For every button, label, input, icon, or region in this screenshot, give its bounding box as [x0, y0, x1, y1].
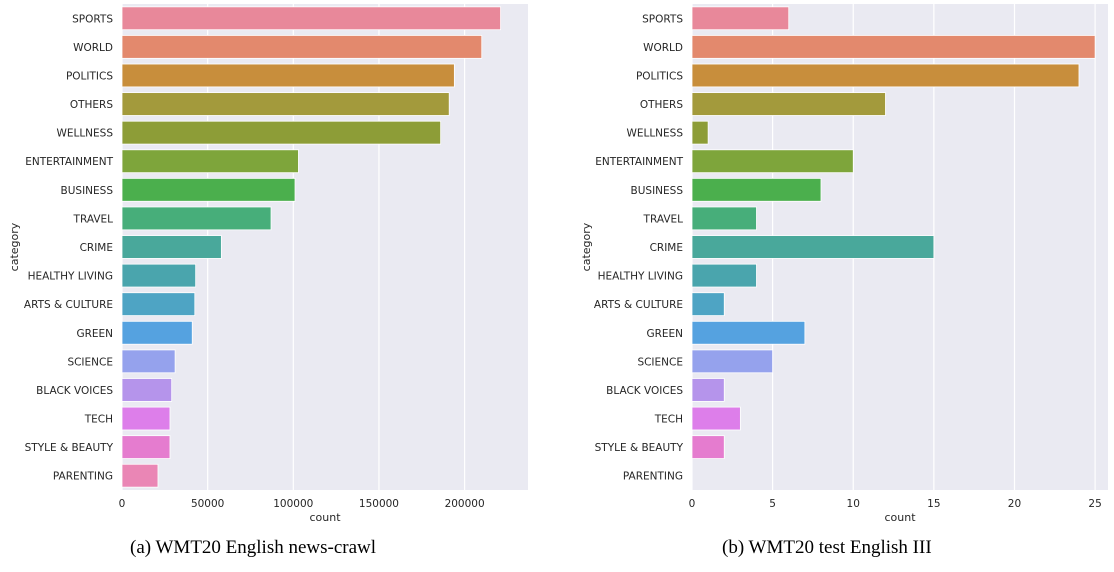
- y-axis-label: category: [8, 222, 21, 271]
- x-axis-label: count: [884, 511, 916, 524]
- category-tick-label: POLITICS: [636, 70, 683, 82]
- x-tick-label: 5: [769, 498, 776, 510]
- category-tick-label: HEALTHY LIVING: [598, 271, 683, 283]
- x-tick-label: 50000: [191, 498, 224, 510]
- bar-parenting: [121, 463, 159, 488]
- bar-style-beauty: [121, 435, 171, 459]
- category-tick-label: TECH: [84, 414, 113, 426]
- bar-tech: [691, 406, 741, 431]
- bar-green: [691, 320, 806, 345]
- category-tick-label: STYLE & BEAUTY: [595, 442, 684, 454]
- category-tick-label: GREEN: [646, 328, 683, 340]
- bar-style-beauty: [691, 435, 725, 459]
- bar-entertainment: [691, 149, 854, 174]
- x-axis-label: count: [309, 511, 341, 524]
- bar-sports: [691, 6, 790, 31]
- bar-entertainment: [121, 149, 299, 174]
- category-tick-label: POLITICS: [66, 70, 113, 82]
- category-tick-label: SPORTS: [72, 13, 113, 25]
- category-tick-label: BLACK VOICES: [606, 385, 683, 397]
- bar-black-voices: [121, 378, 173, 402]
- category-tick-label: SCIENCE: [637, 356, 683, 368]
- bar-science: [121, 349, 176, 374]
- bar-science: [691, 349, 774, 374]
- bar-others: [121, 92, 450, 116]
- bar-tech: [121, 406, 171, 431]
- chart-left: SPORTS WORLD POLITICS OTHERS WELLNESS ENTERTA…: [8, 4, 528, 524]
- category-tick-label: BLACK VOICES: [36, 385, 113, 397]
- bar-others: [691, 92, 886, 116]
- bar-world: [691, 35, 1096, 59]
- bar-arts-culture: [691, 292, 725, 317]
- x-tick-label: 200000: [445, 498, 485, 510]
- category-tick-label: TRAVEL: [73, 213, 114, 225]
- x-tick-label: 20: [1008, 498, 1021, 510]
- bar-world: [121, 35, 483, 59]
- category-tick-label: SCIENCE: [67, 356, 113, 368]
- category-tick-label: HEALTHY LIVING: [28, 271, 113, 283]
- category-tick-label: ARTS & CULTURE: [594, 299, 683, 311]
- x-tick-label: 0: [119, 498, 126, 510]
- x-tick-label: 0: [689, 498, 696, 510]
- bar-crime: [121, 235, 222, 259]
- x-tick-label: 15: [927, 498, 940, 510]
- chart-panel-left: SPORTS WORLD POLITICS OTHERS WELLNESS ENTERTA…: [0, 0, 540, 534]
- bar-politics: [121, 63, 455, 88]
- caption-left: (a) WMT20 English news-crawl: [130, 537, 377, 558]
- category-tick-label: ARTS & CULTURE: [24, 299, 113, 311]
- caption-right: (b) WMT20 test English III: [722, 537, 932, 558]
- bar-healthy-living: [121, 263, 197, 288]
- category-tick-label: GREEN: [76, 328, 113, 340]
- category-tick-label: BUSINESS: [61, 185, 114, 197]
- category-tick-label: OTHERS: [70, 99, 114, 111]
- category-tick-label: WELLNESS: [56, 128, 113, 140]
- x-tick-label: 10: [847, 498, 860, 510]
- category-tick-label: ENTERTAINMENT: [25, 156, 113, 168]
- bar-crime: [691, 235, 935, 259]
- category-tick-label: OTHERS: [640, 99, 684, 111]
- bar-wellness: [121, 120, 442, 145]
- category-tick-label: WORLD: [73, 42, 113, 54]
- x-tick-label: 150000: [359, 498, 399, 510]
- category-tick-label: PARENTING: [623, 471, 683, 483]
- bar-arts-culture: [121, 292, 196, 317]
- bar-travel: [121, 206, 272, 231]
- bar-travel: [691, 206, 757, 231]
- category-tick-label: WELLNESS: [626, 128, 683, 140]
- category-tick-label: PARENTING: [53, 471, 113, 483]
- category-tick-label: BUSINESS: [631, 185, 684, 197]
- category-tick-label: STYLE & BEAUTY: [25, 442, 114, 454]
- y-axis-label: category: [580, 222, 593, 271]
- category-tick-label: TECH: [654, 414, 683, 426]
- bar-sports: [121, 6, 501, 31]
- category-tick-label: ENTERTAINMENT: [595, 156, 683, 168]
- x-tick-label: 100000: [273, 498, 313, 510]
- bar-green: [121, 320, 193, 345]
- bar-business: [691, 177, 822, 202]
- category-tick-label: SPORTS: [642, 13, 683, 25]
- bar-business: [121, 177, 296, 202]
- bar-politics: [691, 63, 1080, 88]
- bar-wellness: [691, 120, 709, 145]
- chart-right: SPORTS WORLD POLITICS OTHERS WELLNESS ENTERTA…: [580, 4, 1108, 524]
- bar-black-voices: [691, 378, 725, 402]
- category-tick-label: CRIME: [80, 242, 113, 254]
- category-tick-label: TRAVEL: [643, 213, 684, 225]
- chart-panel-right: SPORTS WORLD POLITICS OTHERS WELLNESS ENTERTA…: [570, 0, 1114, 534]
- category-tick-label: WORLD: [643, 42, 683, 54]
- category-tick-label: CRIME: [650, 242, 683, 254]
- bar-healthy-living: [691, 263, 757, 288]
- x-tick-label: 25: [1088, 498, 1101, 510]
